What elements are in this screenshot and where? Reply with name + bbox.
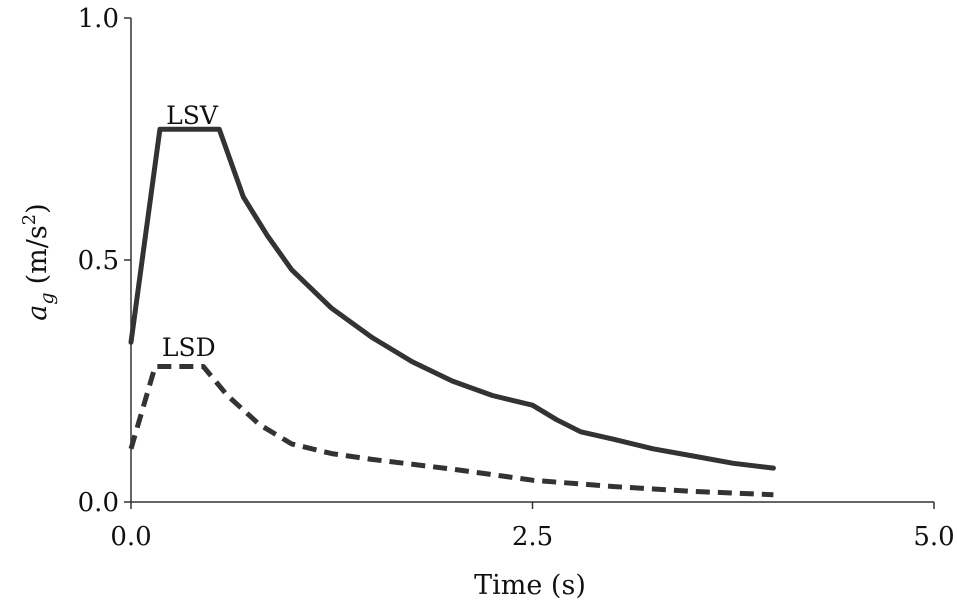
series-layer — [128, 126, 776, 498]
y-tick-label: 1.0 — [78, 4, 119, 34]
x-tick-label: 0.0 — [110, 522, 151, 552]
series-label-lsd: LSD — [162, 333, 216, 362]
series-line-lsv — [128, 126, 776, 471]
x-axis-title: Time (s) — [474, 570, 586, 601]
y-tick-label: 0.0 — [78, 488, 119, 518]
y-axis-title: ag(m/s2) — [19, 203, 58, 320]
x-tick-label: 2.5 — [512, 522, 553, 552]
y-tick-label: 0.5 — [78, 246, 119, 276]
x-tick-label: 5.0 — [913, 522, 954, 552]
series-label-lsv: LSV — [166, 101, 219, 130]
series-line-lsd — [128, 364, 774, 498]
labels-layer: LSV LSD — [162, 101, 219, 362]
axes: 0.0 2.5 5.0 0.0 0.5 1.0 — [78, 4, 955, 552]
